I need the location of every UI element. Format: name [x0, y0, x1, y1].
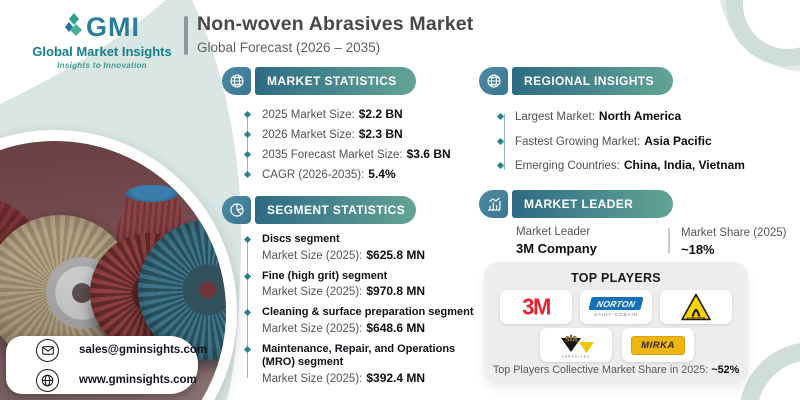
player-logo-3m: 3M [500, 290, 572, 324]
section-market-leader: MARKET LEADER [479, 190, 673, 218]
gmi-diamond-icon [64, 12, 83, 43]
market-leader-value: 3M Company [516, 241, 597, 256]
segment-item: Fine (high grit) segment Market Size (20… [262, 269, 426, 299]
logo-company-name: Global Market Insights [32, 44, 172, 59]
decor-ring-top-right-outer [718, 0, 800, 72]
top-players-box: TOP PLAYERS 3M NORTON SAINT-GOBAIN KLING… [484, 262, 748, 384]
globe-icon [36, 368, 59, 392]
brand-logo: GMI Global Market Insights Insights to I… [24, 12, 180, 70]
contact-card: sales@gminsights.com www.gminsights.com [6, 336, 207, 394]
player-logo-klingspor: KLINGSPOR [660, 290, 732, 324]
decor-ring-top-right [726, 0, 800, 66]
photo-cone-blue-top [126, 185, 178, 202]
market-leader-block: Market Leader 3M Company [516, 226, 597, 256]
market-statistics-header: MARKET STATISTICS [222, 67, 416, 95]
market-share-block: Market Share (2025) ~18% [681, 227, 786, 257]
decor-ring-bottom-right [739, 342, 800, 400]
market-leader-label: Market Leader [516, 226, 591, 238]
segment-item: Cleaning & surface preparation segment M… [262, 306, 474, 335]
contact-email-link[interactable]: sales@gminsights.com [36, 338, 207, 362]
market-statistics-list: 2025 Market Size: $2.2 BN 2026 Market Siz… [222, 105, 451, 185]
market-statistics-heading: MARKET STATISTICS [255, 67, 416, 95]
page-title: Non-woven Abrasives Market [197, 13, 474, 35]
left-visual-panel: GMI Global Market Insights Insights to I… [0, 0, 260, 400]
klingspor-triangle-icon: KLINGSPOR [681, 293, 711, 320]
regional-insights-list: Largest Market: North America Fastest Gro… [479, 105, 745, 179]
segment-statistics-list: Discs segment Market Size (2025): $625.8 … [222, 233, 474, 387]
page-subtitle: Global Forecast (2026 – 2035) [197, 40, 381, 55]
title-divider [184, 16, 188, 55]
regional-insights-heading: REGIONAL INSIGHTS [512, 67, 673, 95]
sia-triangles-icon: sia ABRASIVES [561, 333, 594, 358]
regional-item: Fastest Growing Market: Asia Pacific [515, 130, 712, 155]
section-regional-insights: REGIONAL INSIGHTS Largest Market: North A… [479, 67, 745, 179]
section-market-statistics: MARKET STATISTICS 2025 Market Size: $2.2 … [222, 67, 451, 185]
svg-text:KLINGSPOR: KLINGSPOR [687, 316, 706, 320]
stat-item: 2035 Forecast Market Size: $3.6 BN [262, 145, 451, 165]
market-share-label: Market Share (2025) [681, 227, 787, 239]
segment-item: Discs segment Market Size (2025): $625.8 … [262, 233, 426, 262]
contact-email-text: sales@gminsights.com [79, 344, 208, 356]
stat-item: 2026 Market Size: $2.3 BN [262, 125, 416, 145]
pie-chart-icon [222, 196, 251, 224]
contact-website-text: www.gminsights.com [79, 374, 197, 386]
top-players-row-2: sia ABRASIVES MIRKA [540, 328, 694, 362]
player-logo-sia: sia ABRASIVES [540, 328, 612, 362]
leader-chart-icon [479, 190, 508, 218]
stat-item: 2025 Market Size: $2.2 BN [262, 105, 416, 125]
regional-insights-header: REGIONAL INSIGHTS [479, 67, 673, 95]
top-players-heading: TOP PLAYERS [571, 271, 661, 285]
contact-website-link[interactable]: www.gminsights.com [36, 368, 198, 392]
top-players-row-1: 3M NORTON SAINT-GOBAIN KLINGSPOR [500, 290, 732, 324]
leader-share-divider [668, 228, 670, 253]
globe-grid-icon [479, 67, 508, 95]
svg-text:sia: sia [565, 333, 579, 343]
email-icon [36, 338, 59, 362]
market-share-value: ~18% [681, 242, 715, 257]
logo-tagline: Insights to Innovation [57, 61, 147, 70]
market-leader-heading: MARKET LEADER [512, 190, 673, 218]
title-block: Non-woven Abrasives Market Global Foreca… [184, 13, 474, 55]
player-logo-norton: NORTON SAINT-GOBAIN [580, 290, 652, 324]
regional-item: Emerging Countries: China, India, Vietnam [515, 154, 745, 179]
stat-item: CAGR (2026-2035): 5.4% [262, 165, 416, 185]
section-segment-statistics: SEGMENT STATISTICS Discs segment Market … [222, 196, 474, 393]
market-leader-header: MARKET LEADER [479, 190, 673, 218]
globe-stats-icon [222, 67, 251, 95]
logo-text: GMI [86, 12, 140, 42]
segment-statistics-heading: SEGMENT STATISTICS [255, 196, 416, 224]
segment-statistics-header: SEGMENT STATISTICS [222, 196, 416, 224]
svg-text:ABRASIVES: ABRASIVES [562, 354, 590, 358]
segment-item: Maintenance, Repair, and Operations (MRO… [262, 342, 456, 385]
regional-item: Largest Market: North America [515, 105, 681, 130]
player-logo-mirka: MIRKA [622, 328, 694, 362]
top-players-footer: Top Players Collective Market Share in 2… [492, 364, 740, 376]
